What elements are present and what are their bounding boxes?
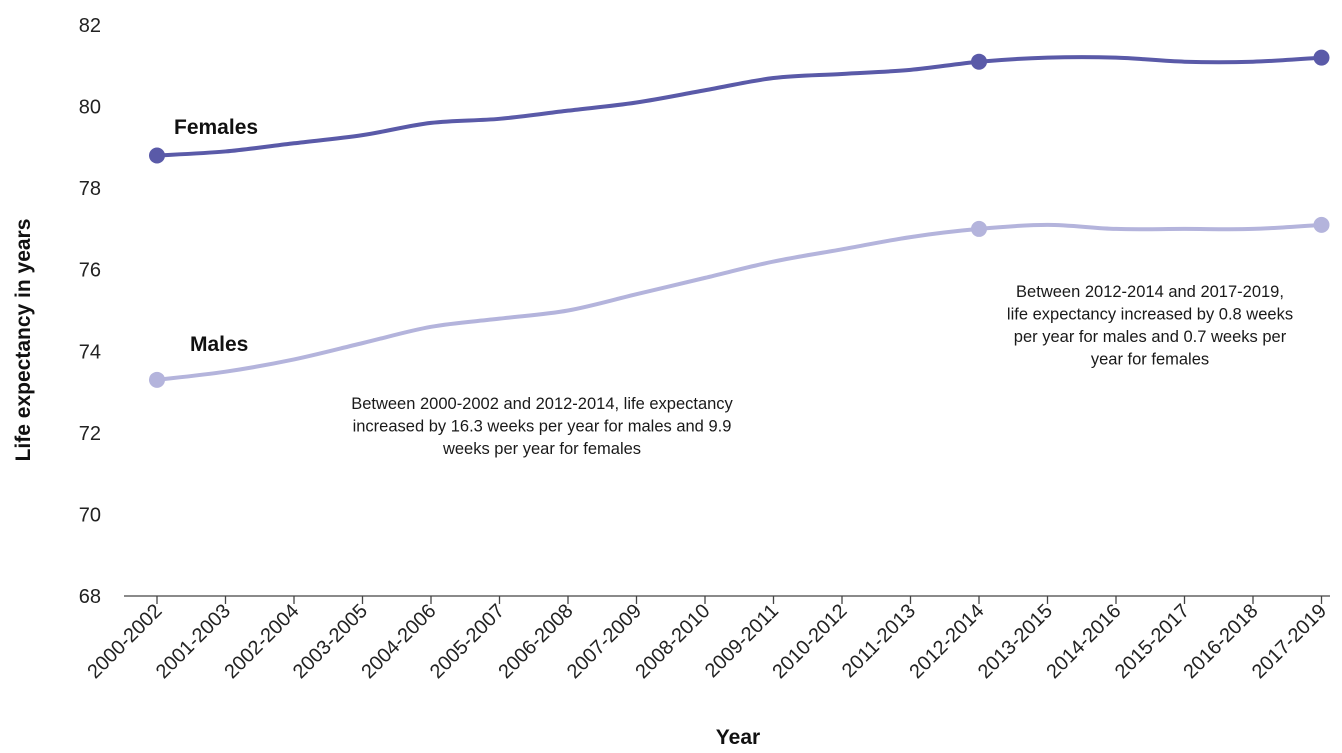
series-label-females: Females xyxy=(174,116,258,139)
annotation-line: year for females xyxy=(1091,351,1209,369)
y-tick-label: 82 xyxy=(79,15,101,37)
y-tick-label: 78 xyxy=(79,178,101,200)
series-label-males: Males xyxy=(190,333,248,356)
series-labels: Females Males xyxy=(174,116,258,356)
series-line-males xyxy=(155,222,1324,382)
y-tick-label: 68 xyxy=(79,586,101,608)
data-point-females xyxy=(971,53,987,70)
y-axis-title: Life expectancy in years xyxy=(12,219,35,462)
y-tick-label: 72 xyxy=(79,423,101,445)
series-layer xyxy=(149,49,1330,388)
y-tick-label: 70 xyxy=(79,504,101,526)
x-tick-label: 2017-2019 xyxy=(1248,600,1331,683)
data-point-males xyxy=(971,220,987,237)
annotation-line: weeks per year for females xyxy=(442,440,641,458)
data-point-females xyxy=(1313,49,1330,66)
annotation-line: per year for males and 0.7 weeks per xyxy=(1014,328,1287,346)
x-tick-label: 2010-2012 xyxy=(768,600,851,683)
y-tick-label: 76 xyxy=(79,260,101,282)
x-axis-title: Year xyxy=(716,726,760,749)
series-line-females xyxy=(155,55,1324,158)
x-tick-label: 2008-2010 xyxy=(631,600,714,683)
y-axis-ticks: 68 70 72 74 76 78 80 82 xyxy=(79,15,101,608)
annotation-line: Between 2000-2002 and 2012-2014, life ex… xyxy=(351,395,733,413)
x-axis: 2000-20022001-20032002-20042003-20052004… xyxy=(83,595,1331,683)
y-tick-label: 74 xyxy=(79,341,101,363)
annotation-line: increased by 16.3 weeks per year for mal… xyxy=(353,418,732,436)
annotation-line: life expectancy increased by 0.8 weeks xyxy=(1007,306,1293,324)
annotations: Between 2000-2002 and 2012-2014, life ex… xyxy=(351,283,1293,458)
annotation-line: Between 2012-2014 and 2017-2019, xyxy=(1016,283,1284,301)
data-point-females xyxy=(149,147,165,164)
data-point-males xyxy=(149,371,165,388)
y-tick-label: 80 xyxy=(79,97,101,119)
data-point-males xyxy=(1313,216,1330,233)
